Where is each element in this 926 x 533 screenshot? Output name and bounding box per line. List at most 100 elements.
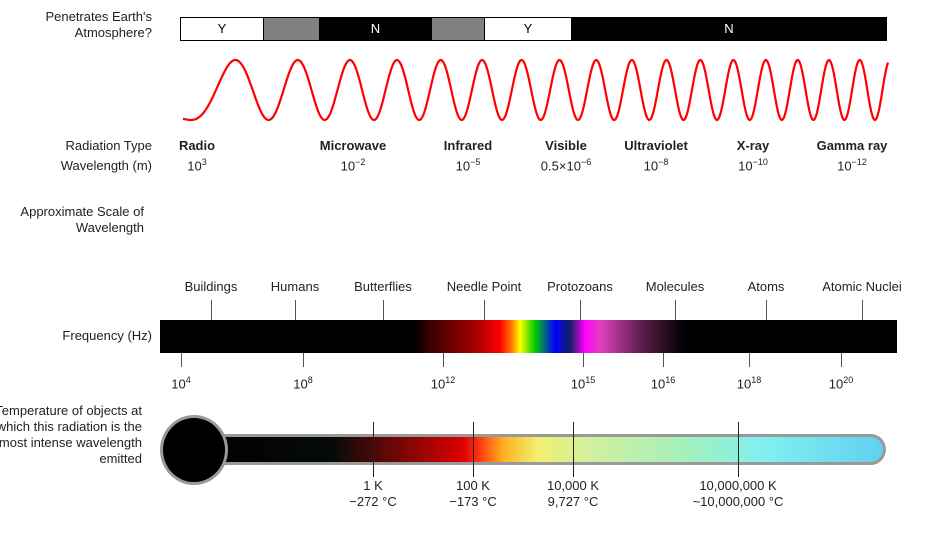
scale-tick bbox=[211, 300, 212, 320]
wavelength-value: 10−10 bbox=[738, 157, 768, 173]
frequency-tick bbox=[663, 353, 664, 367]
wavelength-base: 10 bbox=[455, 158, 471, 174]
temperature-celsius: −173 °C bbox=[449, 494, 497, 509]
atmosphere-segment bbox=[263, 18, 319, 40]
frequency-tick bbox=[443, 353, 444, 367]
scale-tick bbox=[484, 300, 485, 320]
frequency-base: 10 bbox=[171, 376, 186, 392]
wavelength-exponent: −10 bbox=[752, 157, 768, 167]
wavelength-label: Wavelength (m) bbox=[60, 158, 152, 173]
frequency-base: 10 bbox=[293, 376, 308, 392]
radiation-type-radio: Radio bbox=[178, 138, 216, 153]
wavelength-base: 10 bbox=[340, 158, 356, 174]
wavelength-value: 10−8 bbox=[644, 157, 669, 173]
radiation-type-ultraviolet: Ultraviolet bbox=[624, 138, 688, 153]
scale-tick bbox=[862, 300, 863, 320]
atmosphere-segment: Y bbox=[484, 18, 571, 40]
scale-label-item: Butterflies bbox=[354, 279, 412, 294]
scale-tick bbox=[580, 300, 581, 320]
scale-label-item: Atoms bbox=[747, 279, 785, 294]
frequency-tick-label: 104 bbox=[171, 375, 190, 391]
temperature-celsius: ~10,000,000 °C bbox=[692, 494, 784, 509]
frequency-base: 10 bbox=[736, 376, 752, 392]
radiation-type-x-ray: X-ray bbox=[736, 138, 770, 153]
scale-tick bbox=[675, 300, 676, 320]
frequency-base: 10 bbox=[828, 376, 844, 392]
radiation-type-gamma-ray: Gamma ray bbox=[816, 138, 888, 153]
wavelength-base: 10 bbox=[837, 158, 852, 174]
frequency-bar bbox=[160, 320, 897, 353]
atmosphere-segment: Y bbox=[181, 18, 263, 40]
atmosphere-segment: N bbox=[571, 18, 886, 40]
radiation-type-infrared: Infrared bbox=[443, 138, 493, 153]
frequency-tick bbox=[181, 353, 182, 367]
scale-label-item: Molecules bbox=[645, 279, 705, 294]
frequency-base: 10 bbox=[570, 376, 586, 392]
wavelength-base: 10 bbox=[643, 158, 659, 174]
frequency-tick bbox=[841, 353, 842, 367]
frequency-exponent: 18 bbox=[751, 375, 762, 385]
wave bbox=[182, 58, 890, 122]
wavelength-prefix: 0.5× bbox=[540, 158, 567, 174]
frequency-label: Frequency (Hz) bbox=[62, 328, 152, 343]
radiation-type-label: Radiation Type bbox=[65, 138, 153, 153]
temperature-tick bbox=[738, 422, 739, 477]
wavelength-value: 10−2 bbox=[341, 157, 366, 173]
temperature-kelvin: 10,000,000 K bbox=[699, 478, 777, 493]
temperature-kelvin: 1 K bbox=[363, 478, 383, 493]
frequency-tick-label: 1012 bbox=[431, 375, 455, 391]
wavelength-base: 10 bbox=[187, 158, 202, 174]
wavelength-value: 10−5 bbox=[456, 157, 481, 173]
scale-label-item: Humans bbox=[270, 279, 320, 294]
frequency-exponent: 16 bbox=[665, 375, 676, 385]
temperature-tick bbox=[573, 422, 574, 477]
frequency-tick bbox=[583, 353, 584, 367]
thermometer-bulb bbox=[160, 415, 228, 485]
frequency-tick bbox=[749, 353, 750, 367]
temperature-tick bbox=[473, 422, 474, 477]
wavelength-value: 0.5×10−6 bbox=[541, 157, 591, 173]
atmosphere-segment: N bbox=[319, 18, 431, 40]
thermometer-tube bbox=[193, 437, 883, 462]
scale-label-item: Buildings bbox=[184, 279, 238, 294]
frequency-exponent: 20 bbox=[843, 375, 854, 385]
scale-label-item: Protozoans bbox=[547, 279, 613, 294]
frequency-tick-label: 1020 bbox=[829, 375, 853, 391]
frequency-exponent: 4 bbox=[185, 375, 191, 385]
wavelength-exponent: 3 bbox=[201, 157, 207, 167]
wavelength-exponent: −6 bbox=[580, 157, 592, 167]
wavelength-exponent: −5 bbox=[470, 157, 481, 167]
temperature-label: Temperature of objects at which this rad… bbox=[0, 403, 142, 466]
wavelength-exponent: −8 bbox=[658, 157, 669, 167]
wavelength-value: 103 bbox=[187, 157, 206, 173]
frequency-tick bbox=[303, 353, 304, 367]
scale-label-item: Atomic Nuclei bbox=[822, 279, 902, 294]
radiation-type-visible: Visible bbox=[545, 138, 587, 153]
scale-label-item: Needle Point bbox=[446, 279, 522, 294]
scale-tick bbox=[295, 300, 296, 320]
wavelength-value: 10−12 bbox=[837, 157, 867, 173]
frequency-tick-label: 1016 bbox=[651, 375, 675, 391]
frequency-base: 10 bbox=[430, 376, 446, 392]
temperature-celsius: −272 °C bbox=[349, 494, 397, 509]
temperature-kelvin: 10,000 K bbox=[546, 478, 600, 493]
scale-label: Approximate Scale of Wavelength bbox=[20, 204, 144, 235]
wavelength-exponent: −12 bbox=[851, 157, 867, 167]
wavelength-base: 10 bbox=[566, 158, 581, 174]
temperature-celsius: 9,727 °C bbox=[547, 494, 599, 509]
frequency-tick-label: 1018 bbox=[737, 375, 761, 391]
wavelength-exponent: −2 bbox=[355, 157, 366, 167]
frequency-tick-label: 1015 bbox=[571, 375, 595, 391]
wavelength-base: 10 bbox=[738, 158, 753, 174]
frequency-exponent: 8 bbox=[307, 375, 313, 385]
scale-tick bbox=[383, 300, 384, 320]
radiation-type-microwave: Microwave bbox=[319, 138, 387, 153]
atmosphere-segment bbox=[431, 18, 484, 40]
frequency-exponent: 12 bbox=[445, 375, 456, 385]
frequency-exponent: 15 bbox=[585, 375, 596, 385]
frequency-base: 10 bbox=[650, 376, 666, 392]
scale-tick bbox=[766, 300, 767, 320]
temperature-tick bbox=[373, 422, 374, 477]
